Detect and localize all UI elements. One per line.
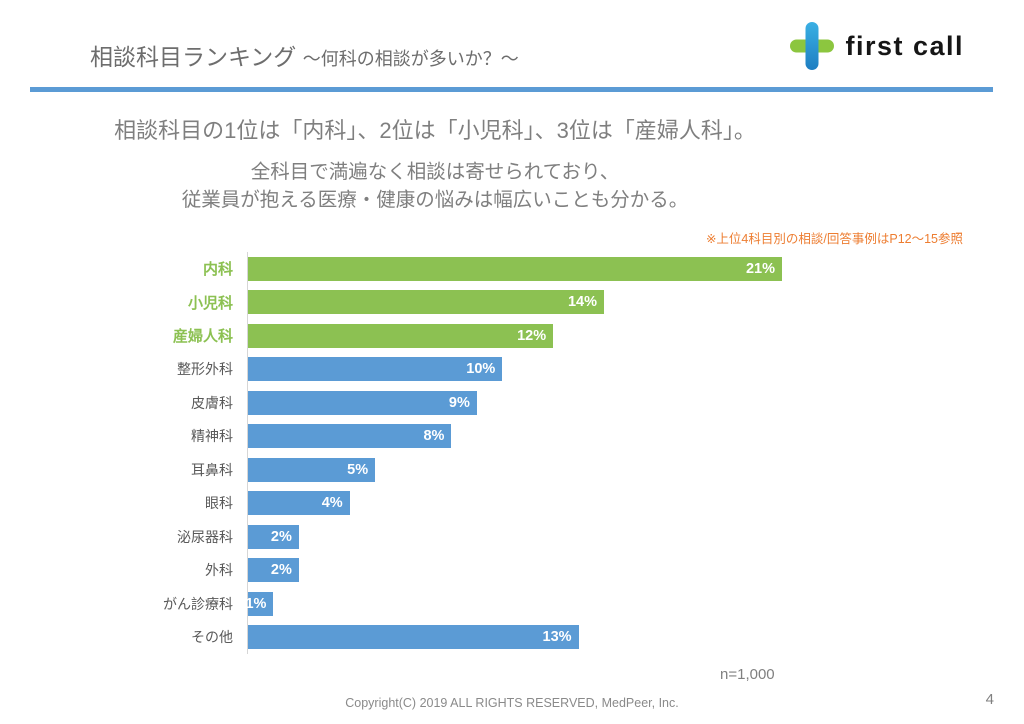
- chart-row: その他 13%: [70, 620, 960, 654]
- category-label: 外科: [205, 562, 233, 579]
- bar: 21%: [248, 256, 782, 281]
- chart-row: 精神科 8%: [70, 419, 960, 453]
- chart-row: 眼科 4%: [70, 486, 960, 520]
- category-label: その他: [191, 629, 233, 646]
- bar-value-label: 21%: [745, 260, 775, 277]
- category-label: 精神科: [191, 428, 233, 445]
- reference-note: ※上位4科目別の相談/回答事例はP12～15参照: [705, 232, 963, 246]
- bar-value-label: 4%: [321, 495, 343, 512]
- bar-value-label: 12%: [517, 327, 547, 344]
- chart-row: 皮膚科 9%: [70, 386, 960, 420]
- category-label: 泌尿器科: [177, 528, 233, 545]
- bar-value-label: 9%: [448, 394, 470, 411]
- chart-row: がん診療科 1%: [70, 587, 960, 621]
- chart-row: 耳鼻科 5%: [70, 453, 960, 487]
- bar: 2%: [248, 524, 299, 549]
- bar: 9%: [248, 390, 477, 415]
- category-label: 耳鼻科: [191, 461, 233, 478]
- footer-copyright: Copyright(C) 2019 ALL RIGHTS RESERVED, M…: [345, 696, 679, 710]
- bar: 2%: [248, 558, 299, 583]
- chart-row: 整形外科 10%: [70, 352, 960, 386]
- bar-value-label: 2%: [270, 562, 292, 579]
- bar-area: 14%: [247, 285, 960, 319]
- bar-value-label: 13%: [542, 629, 572, 646]
- page-title-main: 相談科目ランキング: [90, 44, 297, 70]
- bar: 10%: [248, 357, 503, 382]
- bar: 14%: [248, 290, 604, 315]
- plus-cross-icon: [790, 22, 835, 70]
- category-label: 眼科: [205, 495, 233, 512]
- category-label: 産婦人科: [172, 328, 233, 346]
- chart-row: 外科 2%: [70, 553, 960, 587]
- page-title-sub: ～何科の相談が多いか？～: [302, 49, 519, 69]
- title-divider: [30, 87, 993, 92]
- chart-row: 泌尿器科 2%: [70, 520, 960, 554]
- bar-area: 13%: [247, 620, 960, 654]
- bar-area: 5%: [247, 453, 960, 487]
- summary-line-2: 全科目で満遍なく相談は寄せられており、: [250, 161, 620, 183]
- bar: 8%: [248, 424, 452, 449]
- first-call-logo: first call: [790, 22, 964, 70]
- bar-area: 10%: [247, 352, 960, 386]
- bar-value-label: 14%: [567, 294, 597, 311]
- bar-area: 4%: [247, 486, 960, 520]
- chart-row: 産婦人科 12%: [70, 319, 960, 353]
- sample-size-label: n=1,000: [720, 666, 775, 683]
- bar: 12%: [248, 323, 554, 348]
- category-label: 整形外科: [177, 361, 233, 378]
- bar: 4%: [248, 491, 350, 516]
- bar: 5%: [248, 457, 376, 482]
- bar-area: 2%: [247, 553, 960, 587]
- category-label: 皮膚科: [191, 394, 233, 411]
- bar-value-label: 10%: [466, 361, 496, 378]
- bar-chart: 内科 21% 小児科 14% 産婦人科 12% 整形外科 10% 皮膚科: [70, 252, 960, 654]
- page-title: 相談科目ランキング ～何科の相談が多いか？～: [90, 38, 519, 72]
- bar-area: 2%: [247, 520, 960, 554]
- logo-text: first call: [845, 30, 964, 61]
- summary-line-3: 従業員が抱える医療・健康の悩みは幅広いことも分かる。: [181, 189, 689, 212]
- bar-area: 1%: [245, 587, 960, 621]
- summary-line-1: 相談科目の1位は「内科」、2位は「小児科」、3位は「産婦人科」。: [114, 118, 756, 143]
- bar-area: 12%: [247, 319, 960, 353]
- bar-value-label: 2%: [270, 528, 292, 545]
- bar-area: 21%: [247, 252, 960, 286]
- category-label: がん診療科: [163, 595, 233, 612]
- bar-area: 9%: [247, 386, 960, 420]
- bar-area: 8%: [247, 419, 960, 453]
- bar: 1%: [245, 591, 274, 616]
- bar-value-label: 1%: [245, 595, 267, 612]
- page-number: 4: [985, 691, 994, 708]
- chart-row: 小児科 14%: [70, 285, 960, 319]
- summary-text: 相談科目の1位は「内科」、2位は「小児科」、3位は「産婦人科」。 全科目で満遍な…: [0, 113, 870, 215]
- chart-row: 内科 21%: [70, 252, 960, 286]
- category-label: 内科: [202, 261, 233, 279]
- bar: 13%: [248, 625, 579, 650]
- bar-value-label: 8%: [423, 428, 445, 445]
- bar-value-label: 5%: [347, 461, 369, 478]
- category-label: 小児科: [187, 294, 233, 312]
